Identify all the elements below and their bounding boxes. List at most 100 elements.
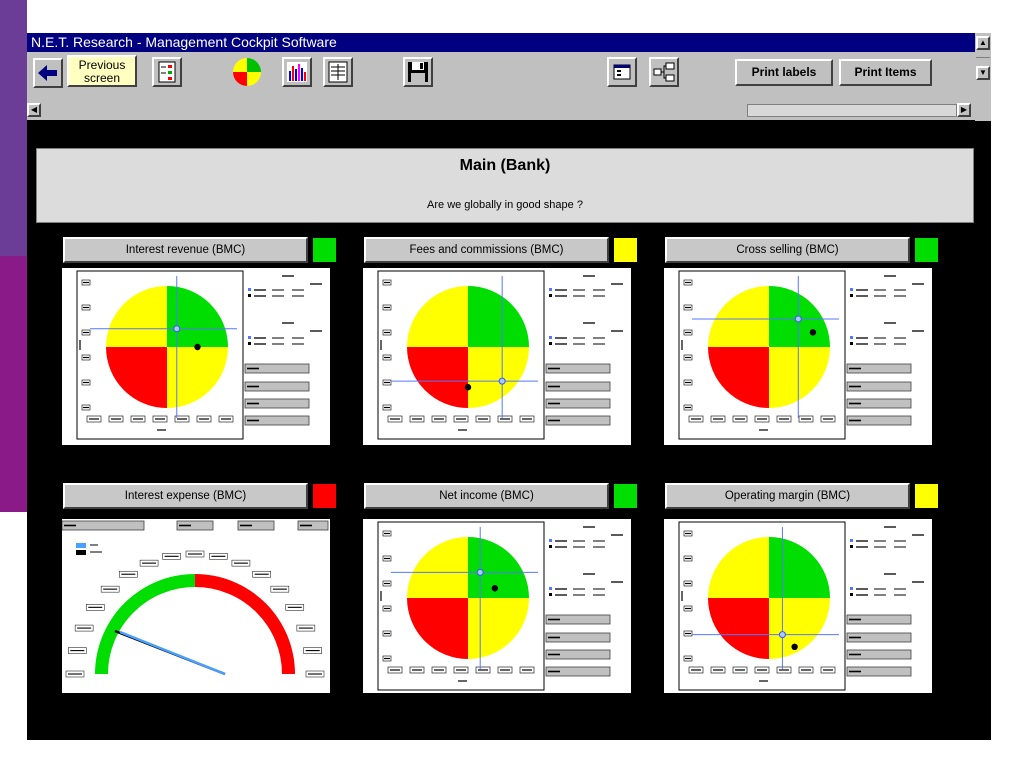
menu-button-1[interactable] xyxy=(545,614,611,625)
gauge-button-1[interactable] xyxy=(61,520,145,531)
pie-chart-icon xyxy=(233,58,261,86)
quadrant-yellow-upper xyxy=(407,286,468,347)
quadrant-yellow-upper xyxy=(708,537,769,598)
scroll-up-icon[interactable]: ▲ xyxy=(976,36,990,50)
menu-button-1[interactable] xyxy=(846,614,912,625)
quadrant-yellow-upper xyxy=(708,286,769,347)
table-view-button[interactable] xyxy=(323,57,353,87)
actual-marker xyxy=(194,343,201,351)
toolbar: Previous screen xyxy=(27,52,975,120)
gauge-arc-red xyxy=(195,574,295,674)
menu-button-1[interactable] xyxy=(545,363,611,374)
indicator-list-icon xyxy=(158,61,176,83)
quadrant-yellow-lower xyxy=(468,347,529,408)
panel-title-1[interactable]: Interest revenue (BMC) xyxy=(63,237,308,263)
bar-chart-icon xyxy=(287,62,307,82)
menu-button-2[interactable] xyxy=(545,632,611,643)
menu-button-1[interactable] xyxy=(244,363,310,374)
panel-title-3[interactable]: Cross selling (BMC) xyxy=(665,237,910,263)
quadrant-green xyxy=(769,537,830,598)
back-arrow-button[interactable] xyxy=(33,58,63,88)
status-light-1 xyxy=(312,237,337,263)
menu-button-4[interactable] xyxy=(846,666,912,677)
target-marker xyxy=(498,377,506,385)
scroll-right-icon[interactable]: ▶ xyxy=(957,103,971,117)
screen-label: screen xyxy=(83,71,121,85)
panel-title-2[interactable]: Fees and commissions (BMC) xyxy=(364,237,609,263)
actual-marker xyxy=(464,384,472,391)
quadrant-yellow-lower xyxy=(769,347,830,408)
gauge-arc-green xyxy=(95,574,195,674)
menu-button-3[interactable] xyxy=(545,398,611,409)
actual-marker xyxy=(491,585,499,592)
table-icon xyxy=(328,61,348,83)
menu-button-2[interactable] xyxy=(846,632,912,643)
hierarchy-button[interactable] xyxy=(649,57,679,87)
page-header: Main (Bank) Are we globally in good shap… xyxy=(36,148,974,223)
target-marker xyxy=(778,631,786,639)
legend-table xyxy=(850,526,924,596)
quadrant-red xyxy=(407,347,468,408)
menu-button-3[interactable] xyxy=(545,649,611,660)
menu-button-2[interactable] xyxy=(545,381,611,392)
target-marker xyxy=(173,325,181,333)
slide-accent-top xyxy=(0,0,27,256)
gauge-button-2[interactable] xyxy=(176,520,214,531)
menu-button-4[interactable] xyxy=(846,415,912,426)
quadrant-card-1[interactable] xyxy=(62,268,330,445)
quadrant-green xyxy=(468,537,529,598)
traffic-light-button[interactable] xyxy=(152,57,182,87)
page-title: Main (Bank) xyxy=(459,157,551,174)
target-marker xyxy=(476,568,484,576)
print-labels-button[interactable]: Print labels xyxy=(735,59,833,86)
menu-button-3[interactable] xyxy=(846,649,912,660)
horizontal-scrollbar[interactable]: ◀ ▶ xyxy=(27,102,975,118)
quadrant-yellow-upper xyxy=(407,537,468,598)
menu-button-3[interactable] xyxy=(846,398,912,409)
quadrant-yellow-lower xyxy=(167,347,228,408)
scroll-down-icon[interactable]: ▼ xyxy=(976,66,990,80)
quadrant-card-3[interactable] xyxy=(664,268,932,445)
menu-button-2[interactable] xyxy=(244,381,310,392)
app-window: N.E.T. Research - Management Cockpit Sof… xyxy=(27,33,991,740)
gauge-card[interactable] xyxy=(61,519,330,693)
previous-screen-button[interactable]: Previous screen xyxy=(67,55,137,87)
menu-button-4[interactable] xyxy=(244,415,310,426)
floppy-disk-icon xyxy=(408,62,428,82)
target-marker xyxy=(794,315,802,323)
gauge-button-4[interactable] xyxy=(297,520,329,531)
actual-marker xyxy=(809,329,817,336)
quadrant-card-6[interactable] xyxy=(664,519,932,693)
quadrant-card-2[interactable] xyxy=(363,268,631,445)
legend-table xyxy=(850,275,924,345)
quadrant-yellow-lower xyxy=(769,598,830,659)
window-layout-button[interactable] xyxy=(607,57,637,87)
bar-chart-button[interactable] xyxy=(282,57,312,87)
back-arrow-icon xyxy=(38,65,57,81)
panel-title-6[interactable]: Operating margin (BMC) xyxy=(665,483,910,509)
legend-table xyxy=(549,526,623,596)
menu-button-1[interactable] xyxy=(846,363,912,374)
status-light-4 xyxy=(312,483,337,509)
menu-button-4[interactable] xyxy=(545,415,611,426)
legend-table xyxy=(248,275,322,345)
menu-button-4[interactable] xyxy=(545,666,611,677)
horizontal-scroll-thumb[interactable] xyxy=(747,104,957,117)
panel-title-4[interactable]: Interest expense (BMC) xyxy=(63,483,308,509)
actual-marker xyxy=(791,643,798,650)
legend-table xyxy=(549,275,623,345)
legend-target-swatch xyxy=(76,543,86,548)
vertical-scrollbar[interactable]: ▲ ▼ xyxy=(975,33,991,121)
gauge-button-3[interactable] xyxy=(237,520,275,531)
panel-title-5[interactable]: Net income (BMC) xyxy=(364,483,609,509)
quadrant-red xyxy=(407,598,468,659)
menu-button-2[interactable] xyxy=(846,381,912,392)
quadrant-card-5[interactable] xyxy=(363,519,631,693)
menu-button-3[interactable] xyxy=(244,398,310,409)
gauge-needle-target xyxy=(119,630,226,676)
pie-chart-button[interactable] xyxy=(232,57,262,87)
save-button[interactable] xyxy=(403,57,433,87)
print-items-button[interactable]: Print Items xyxy=(839,59,932,86)
quadrant-green xyxy=(468,286,529,347)
scroll-left-icon[interactable]: ◀ xyxy=(27,103,41,117)
